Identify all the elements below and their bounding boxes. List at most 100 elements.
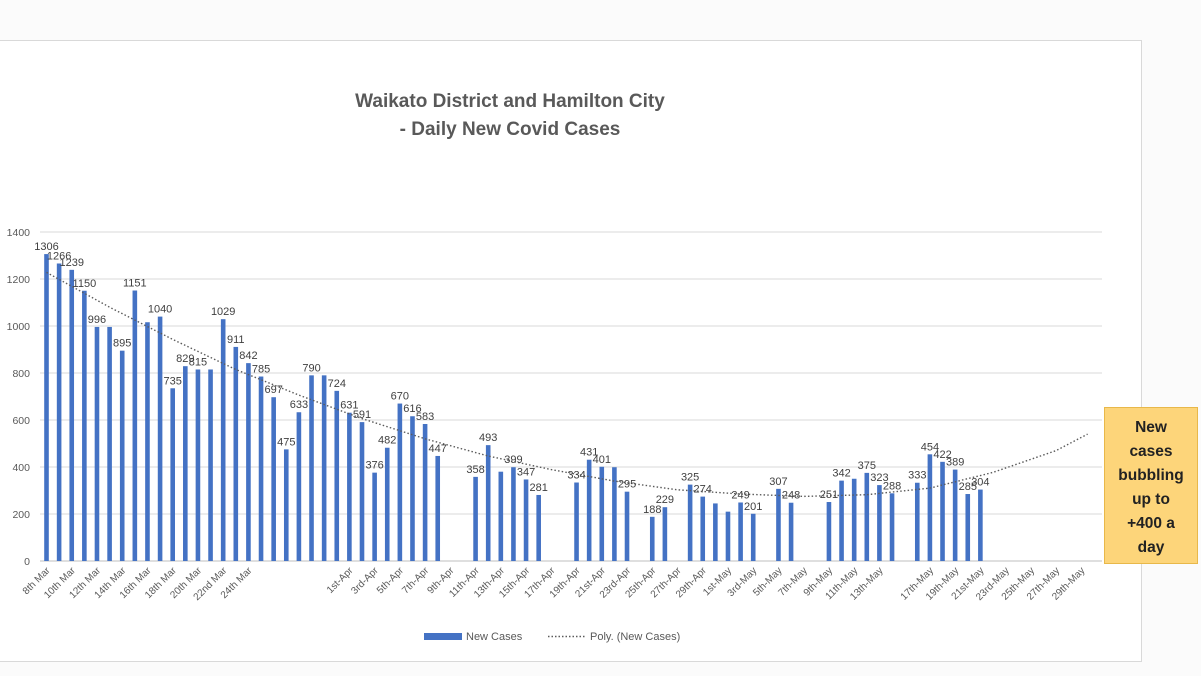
data-label-12: 815: [189, 356, 207, 368]
legend: New Cases Poly. (New Cases): [424, 631, 680, 643]
bar-7th-apr: [422, 423, 428, 561]
bar-2nd-apr: [359, 422, 365, 561]
data-label-34: 358: [466, 464, 484, 476]
bar-26th-apr: [662, 507, 668, 561]
data-label-39: 281: [530, 482, 548, 494]
bar-21st-mar: [208, 369, 213, 561]
bar-4th-apr: [384, 447, 390, 561]
bar-27th-mar: [283, 449, 289, 561]
trendline-poly-new-cases: [46, 271, 1088, 498]
chart-title-line-2: - Daily New Covid Cases: [399, 119, 621, 140]
y-tick-label-1400: 1400: [7, 227, 31, 239]
chart-panel: [0, 40, 1142, 662]
data-label-72: 389: [946, 457, 964, 469]
callout-line-2: cases: [1129, 443, 1173, 460]
bar-12th-may: [864, 472, 870, 561]
bar-16th-may: [914, 482, 920, 561]
bar-20th-mar: [195, 369, 201, 561]
bar-17th-mar: [157, 316, 163, 561]
data-label-11: 829: [176, 353, 194, 365]
bar-23rd-mar: [233, 346, 239, 561]
x-tick-label-15: 7th-Apr: [400, 565, 431, 596]
callout-line-4: up to: [1132, 491, 1170, 508]
data-label-25: 591: [353, 409, 371, 421]
bar-1st-apr: [347, 412, 352, 561]
data-label-52: 274: [694, 484, 712, 496]
data-label-73: 285: [959, 481, 977, 493]
data-label-49: 229: [656, 494, 674, 506]
data-label-66: 323: [870, 472, 888, 484]
bar-30th-apr: [713, 503, 718, 561]
bar-2nd-may: [738, 502, 743, 561]
trendline-series: [46, 271, 1088, 498]
bar-10th-mar: [69, 269, 75, 561]
bar-20th-apr: [586, 459, 592, 561]
data-label-44: 401: [593, 454, 611, 466]
callout-line-1: New: [1135, 419, 1167, 436]
bar-15th-mar: [132, 290, 138, 561]
bar-17th-may: [927, 454, 933, 561]
bar-14th-may: [889, 493, 895, 561]
bar-31st-mar: [334, 390, 340, 561]
bar-13th-apr: [498, 471, 504, 561]
bar-28th-apr: [687, 484, 693, 561]
data-label-37: 399: [504, 454, 522, 466]
data-label-70: 454: [921, 441, 939, 453]
legend-label-new-cases: New Cases: [466, 631, 523, 643]
data-label-38: 347: [517, 466, 535, 478]
data-label-16: 842: [239, 350, 257, 362]
data-label-17: 785: [252, 364, 270, 376]
data-label-29: 616: [403, 403, 421, 415]
data-label-19: 475: [277, 436, 295, 448]
bar-12th-apr: [485, 445, 491, 561]
annotation-callout: New cases bubbling up to +400 a day: [1104, 407, 1198, 564]
bar-5th-apr: [397, 403, 403, 561]
data-label-48: 188: [643, 504, 661, 516]
bar-22nd-mar: [220, 319, 226, 561]
data-label-43: 431: [580, 447, 598, 459]
data-label-30: 583: [416, 411, 434, 423]
bar-10th-may: [839, 480, 844, 561]
bar-19th-mar: [183, 366, 188, 561]
callout-line-5: +400 a: [1127, 515, 1175, 532]
bar-29th-apr: [700, 496, 706, 561]
bar-11th-mar: [82, 290, 87, 561]
bar-16th-apr: [536, 494, 541, 561]
data-label-27: 482: [378, 435, 396, 447]
bar-15th-apr: [523, 479, 529, 561]
gridlines: [40, 231, 1102, 562]
data-label-35: 493: [479, 432, 497, 444]
bar-30th-mar: [321, 375, 327, 561]
bar-25th-apr: [649, 516, 655, 561]
bar-series-new-cases: [44, 254, 983, 561]
bar-21st-may: [978, 489, 983, 561]
y-tick-label-0: 0: [24, 556, 30, 568]
y-axis: 0 200 400 600 800 1000 1200 1400: [7, 227, 31, 568]
bar-21st-apr: [599, 466, 605, 561]
data-label-7: 1151: [123, 278, 147, 290]
data-label-46: 295: [618, 479, 636, 491]
bar-24th-mar: [246, 363, 251, 561]
bar-23rd-apr: [624, 491, 630, 561]
data-label-3: 1150: [73, 278, 97, 290]
data-label-65: 375: [858, 460, 876, 472]
bar-26th-mar: [271, 397, 276, 561]
data-label-23: 724: [328, 378, 346, 390]
data-label-71: 422: [933, 449, 951, 461]
bar-3rd-apr: [372, 472, 377, 561]
y-tick-label-200: 200: [12, 509, 30, 521]
bar-16th-mar: [145, 322, 150, 561]
bar-22nd-apr: [612, 467, 617, 561]
chart-title-line-1: Waikato District and Hamilton City: [355, 91, 665, 112]
bar-13th-may: [877, 485, 882, 561]
data-label-14: 1029: [211, 306, 235, 318]
data-label-4: 996: [88, 314, 106, 326]
data-label-62: 251: [820, 489, 838, 501]
bar-14th-apr: [511, 467, 516, 561]
bar-18th-may: [940, 461, 945, 561]
data-label-24: 631: [340, 400, 358, 412]
bar-5th-may: [776, 488, 781, 561]
y-tick-label-800: 800: [12, 368, 30, 380]
